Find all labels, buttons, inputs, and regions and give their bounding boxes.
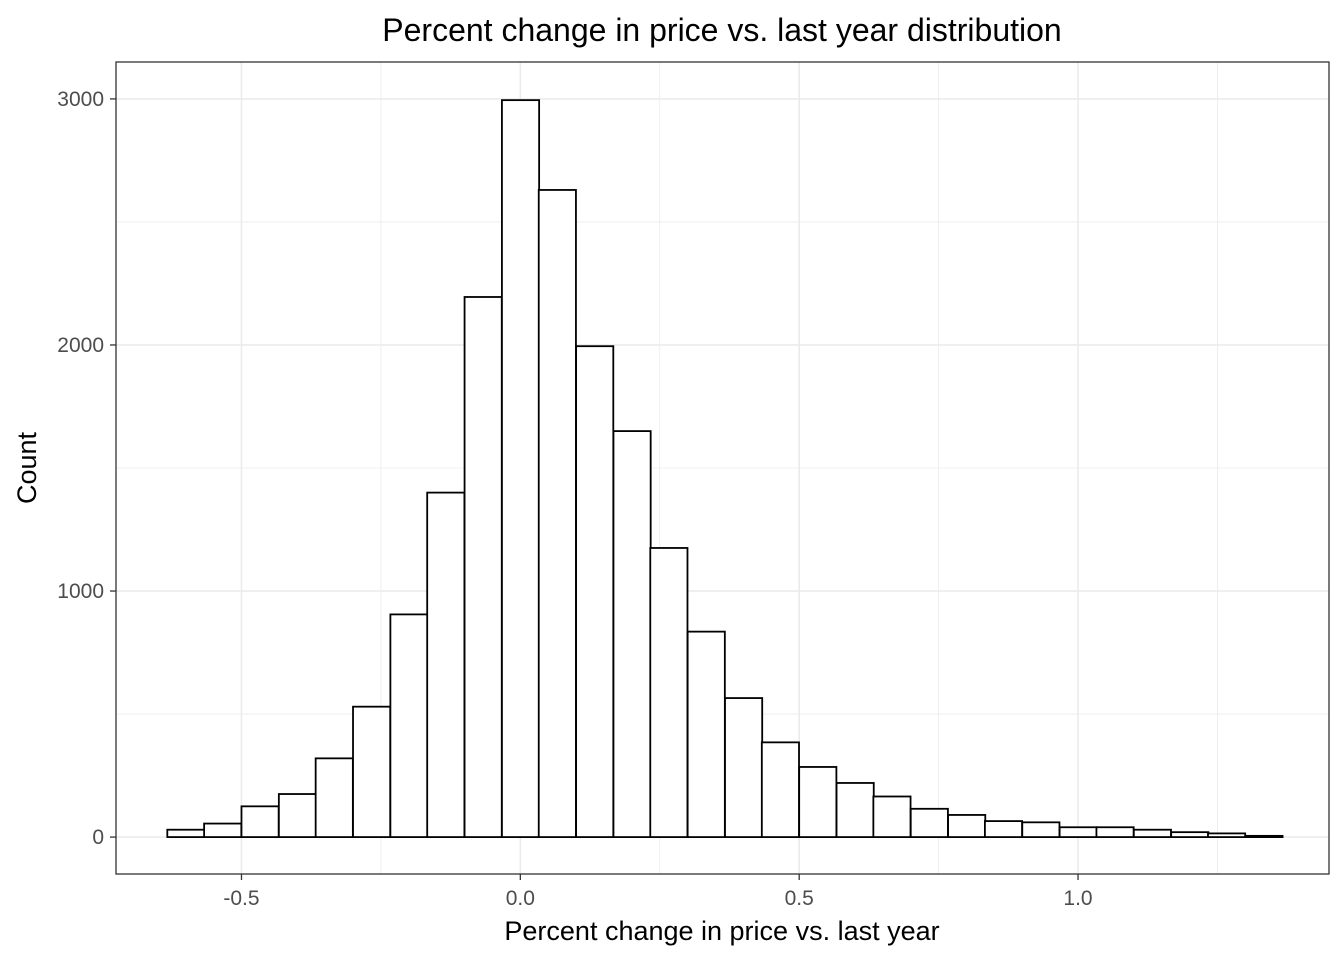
histogram-bar <box>240 805 280 838</box>
y-axis: 0 1000 2000 3000 <box>57 88 116 849</box>
histogram-bar <box>352 705 392 838</box>
y-tick-label: 2000 <box>57 334 104 357</box>
histogram-bar <box>1244 834 1284 838</box>
histogram-bar <box>501 99 541 838</box>
histogram-bar <box>612 430 652 838</box>
histogram-bar <box>1021 821 1061 838</box>
histogram-bar <box>537 189 577 838</box>
histogram-bar <box>947 814 987 838</box>
histogram-bar <box>166 828 206 838</box>
histogram-bar <box>426 491 466 838</box>
histogram-bar <box>909 807 949 838</box>
histogram-bar <box>463 296 503 838</box>
histogram-bar <box>1095 826 1135 838</box>
y-axis-title: Count <box>12 431 42 504</box>
histogram-bar <box>575 345 615 838</box>
y-tick-label: 1000 <box>57 580 104 603</box>
histogram-bar <box>1170 831 1210 838</box>
histogram-bar <box>724 697 764 838</box>
y-tick-label: 3000 <box>57 88 104 111</box>
histogram-bar <box>649 547 689 838</box>
histogram-bar <box>1058 826 1098 838</box>
histogram-bar <box>314 757 354 838</box>
histogram-bar <box>686 630 726 838</box>
chart-title: Percent change in price vs. last year di… <box>382 12 1061 48</box>
histogram-bar <box>1207 832 1247 838</box>
histogram-bar <box>760 741 800 838</box>
histogram-bars <box>166 99 1284 838</box>
histogram-bar <box>983 820 1023 838</box>
histogram-bar <box>835 782 875 838</box>
x-axis-title: Percent change in price vs. last year <box>504 916 939 946</box>
x-tick-label: 0.0 <box>506 887 535 910</box>
x-tick-label: -0.5 <box>223 887 259 910</box>
histogram-bar <box>203 822 243 838</box>
histogram-bar <box>1132 828 1172 838</box>
x-tick-label: 0.5 <box>785 887 814 910</box>
x-axis: -0.5 0.0 0.5 1.0 <box>223 874 1093 910</box>
histogram-bar <box>277 793 317 838</box>
panel-border <box>115 61 1330 875</box>
histogram-bar <box>798 766 838 838</box>
histogram-bar <box>872 795 912 838</box>
x-tick-label: 1.0 <box>1063 887 1092 910</box>
y-tick-label: 0 <box>92 826 104 849</box>
histogram-bar <box>389 613 429 838</box>
